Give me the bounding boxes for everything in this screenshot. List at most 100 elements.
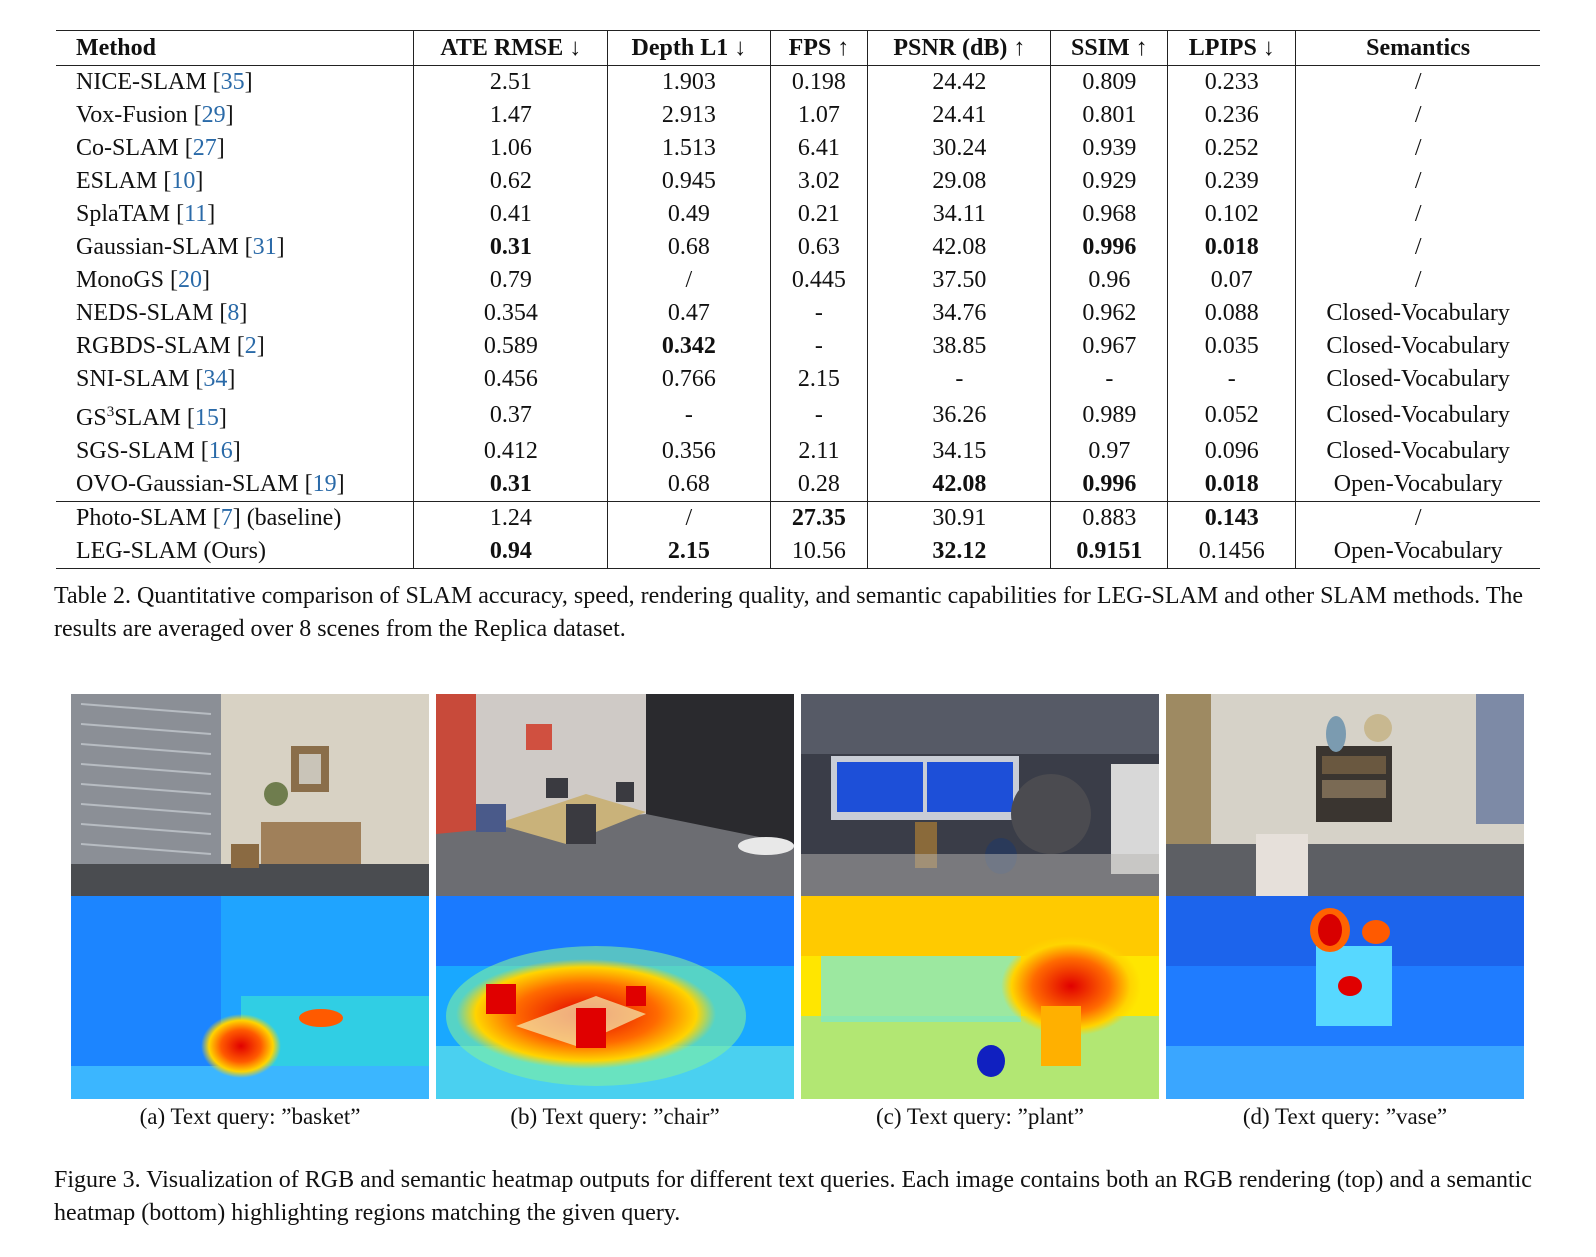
table-header-row: Method ATE RMSE ↓ Depth L1 ↓ FPS ↑ PSNR (dB)… (56, 30, 1540, 66)
subcaption-d: (d) Text query: ”vase” (1242, 1104, 1448, 1129)
table-cell: 1.513 (607, 132, 771, 165)
table-cell: 0.94 (413, 535, 609, 569)
table-cell: 0.945 (607, 165, 771, 198)
table-cell: 1.24 (413, 501, 609, 535)
table-cell: 1.903 (607, 65, 771, 99)
table-cell: Closed-Vocabulary (1326, 438, 1510, 464)
table-cell: 0.21 (770, 198, 869, 231)
method-name: Gaussian-SLAM [31] (56, 231, 415, 264)
table-cell: 0.035 (1167, 330, 1297, 363)
table-caption: Table 2. Quantitative comparison of SLAM… (54, 583, 1524, 642)
column-header: SSIM ↑ (1050, 30, 1169, 66)
table-cell: 0.68 (607, 231, 771, 264)
table-cell: 30.24 (867, 132, 1052, 165)
method-name: Photo-SLAM [7] (baseline) (56, 501, 415, 535)
table-cell: 0.28 (770, 468, 869, 502)
table-cell: 0.096 (1167, 435, 1297, 468)
table-cell: 0.143 (1167, 501, 1297, 535)
table-cell: 3.02 (770, 165, 869, 198)
citation-link[interactable]: 34 (203, 366, 228, 392)
table-cell: / (1414, 102, 1422, 128)
table-cell: - (607, 396, 771, 435)
subcaption-c: (c) Text query: ”plant” (875, 1104, 1085, 1129)
citation-link[interactable]: 16 (208, 438, 233, 464)
table-row: RGBDS-SLAM [2] 0.589 0.342-38.85 0.967 0.035… (56, 330, 1540, 363)
table-row: Co-SLAM [27] 1.06 1.513 6.41 30.24 0.939 0.252… (56, 132, 1540, 165)
column-header: LPIPS ↓ (1167, 30, 1297, 66)
method-name: Co-SLAM [27] (56, 132, 415, 165)
table-cell: 0.102 (1167, 198, 1297, 231)
table-row: Gaussian-SLAM [31] 0.31 0.68 0.63 42.08 0.996… (56, 231, 1540, 264)
table-cell: 0.967 (1050, 330, 1169, 363)
table-cell: 1.06 (413, 132, 609, 165)
table-row: SGS-SLAM [16] 0.412 0.356 2.11 34.15 0.97 0.09… (56, 435, 1540, 468)
table-cell: - (770, 297, 869, 330)
table-cell: 0.801 (1050, 99, 1169, 132)
table-cell: - (867, 363, 1052, 396)
table-cell: Open-Vocabulary (1295, 535, 1540, 569)
column-header: Depth L1 ↓ (607, 30, 771, 66)
table-cell: 24.42 (867, 65, 1052, 99)
table-cell: / (1414, 69, 1422, 95)
column-header: PSNR (dB) ↑ (867, 30, 1052, 66)
table-cell: Closed-Vocabulary (1326, 333, 1510, 359)
citation-link[interactable]: 11 (184, 201, 208, 227)
subcaption-b: (b) Text query: ”chair” (510, 1104, 720, 1129)
method-name: NEDS-SLAM [8] (56, 297, 415, 330)
table-cell: 0.233 (1167, 65, 1297, 99)
table-cell: 0.766 (607, 363, 771, 396)
method-name: GS3SLAM [15] (56, 396, 415, 435)
table-cell: 0.929 (1050, 165, 1169, 198)
subcaption-a: (a) Text query: ”basket” (139, 1104, 361, 1129)
citation-link[interactable]: 31 (252, 234, 277, 260)
table-row: LEG-SLAM (Ours) 0.94 2.15 10.56 32.12 0.9151 0… (56, 535, 1540, 569)
table-cell: 0.809 (1050, 65, 1169, 99)
table-row: SplaTAM [11] 0.41 0.49 0.21 34.11 0.968 0.102 / (56, 198, 1540, 231)
table-cell: 10.56 (770, 535, 869, 569)
table-cell: 2.913 (607, 99, 771, 132)
table-cell: Closed-Vocabulary (1326, 402, 1510, 428)
table-cell: 0.052 (1167, 396, 1297, 435)
citation-link[interactable]: 15 (194, 405, 219, 431)
column-header: Semantics (1295, 30, 1540, 66)
rgb-rendering-plant (801, 694, 1159, 896)
table-cell: 27.35 (770, 501, 869, 535)
citation-link[interactable]: 2 (244, 333, 257, 359)
table-cell: 32.12 (867, 535, 1052, 569)
table-cell: 38.85 (867, 330, 1052, 363)
citation-link[interactable]: 29 (201, 102, 226, 128)
figure-panel-basket (71, 694, 429, 1099)
table-row: SNI-SLAM [34] 0.456 0.766 2.15- - - Closed-Voc… (56, 363, 1540, 396)
column-header: Method (56, 30, 415, 66)
heatmap-plant (801, 896, 1159, 1099)
table-cell: 42.08 (867, 468, 1052, 502)
table-cell: - (770, 330, 869, 363)
method-name: NICE-SLAM [35] (56, 65, 415, 99)
table-cell: 36.26 (867, 396, 1052, 435)
citation-link[interactable]: 7 (220, 505, 233, 531)
rgb-rendering-chair (436, 694, 794, 896)
table-cell: 34.15 (867, 435, 1052, 468)
table-cell: 0.342 (607, 330, 771, 363)
citation-link[interactable]: 27 (192, 135, 217, 161)
citation-link[interactable]: 8 (227, 300, 240, 326)
figure-panel-chair (436, 694, 794, 1099)
table-cell: 0.968 (1050, 198, 1169, 231)
table-cell: 0.996 (1050, 231, 1169, 264)
method-name: SplaTAM [11] (56, 198, 415, 231)
table-cell: 6.41 (770, 132, 869, 165)
table-cell: / (607, 264, 771, 297)
citation-link[interactable]: 35 (220, 69, 245, 95)
citation-link[interactable]: 20 (178, 267, 203, 293)
table-row: Vox-Fusion [29] 1.47 2.913 1.07 24.41 0.801 0.… (56, 99, 1540, 132)
citation-link[interactable]: 19 (312, 471, 337, 497)
table-cell: 0.31 (413, 468, 609, 502)
table-cell: 0.962 (1050, 297, 1169, 330)
heatmap-vase (1166, 896, 1524, 1099)
table-row: GS3SLAM [15] 0.37- -36.26 0.989 0.052 Closed-… (56, 396, 1540, 435)
column-header: ATE RMSE ↓ (413, 30, 609, 66)
table-cell: Open-Vocabulary (1333, 471, 1503, 497)
citation-link[interactable]: 10 (171, 168, 196, 194)
heatmap-chair (436, 896, 794, 1099)
table-cell: Closed-Vocabulary (1326, 366, 1510, 392)
